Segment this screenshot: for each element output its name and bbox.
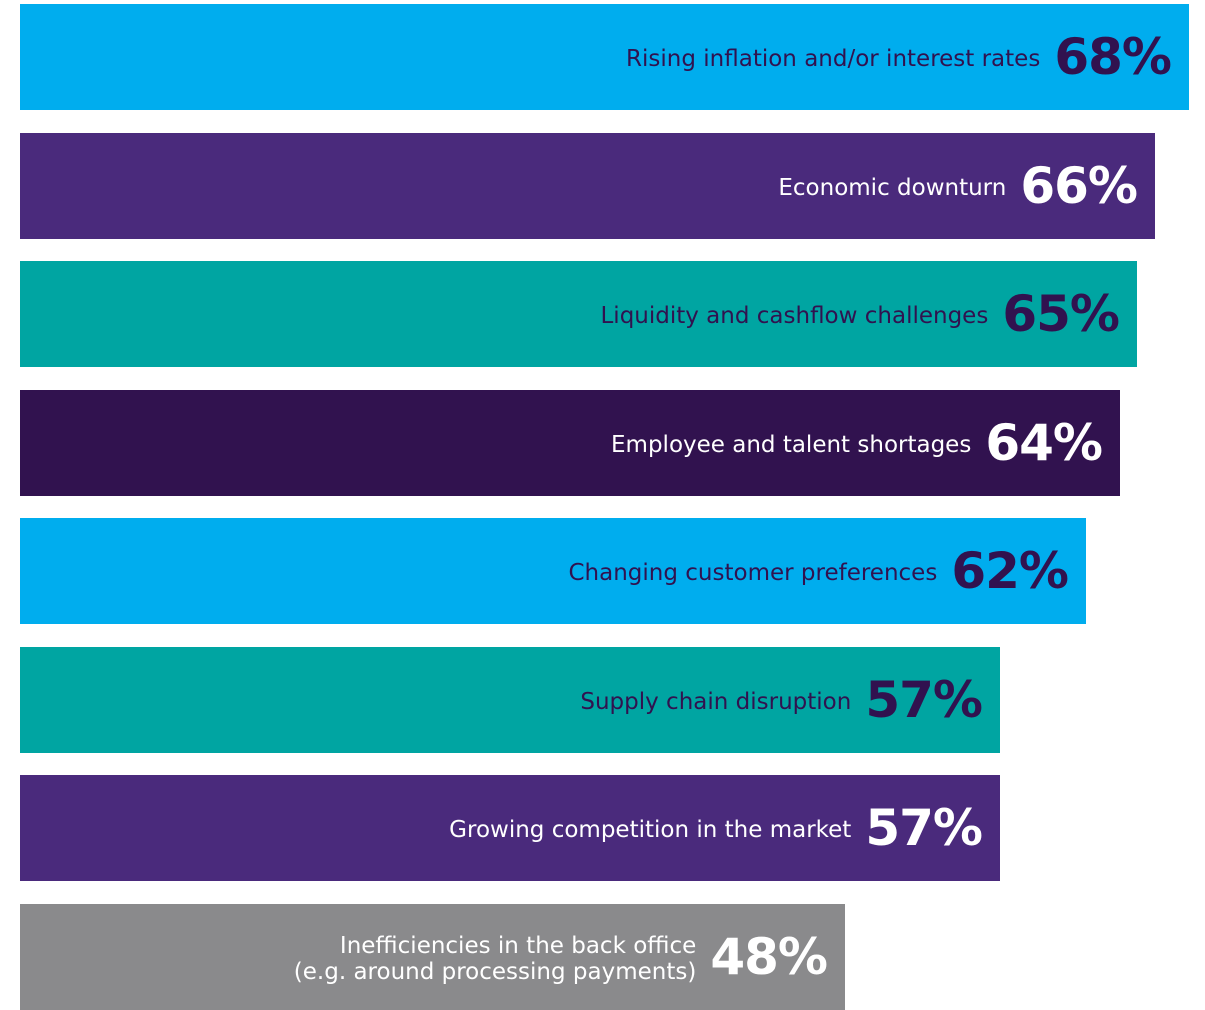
bar-category-label: Supply chain disruption [580,689,852,715]
bar: Liquidity and cashflow challenges 65% [20,261,1137,367]
bar-value-label: 57% [865,799,983,857]
bar-category-label: Rising inflation and/or interest rates [626,46,1041,72]
bar-value-label: 66% [1020,157,1138,215]
bar: Rising inflation and/or interest rates 68… [20,4,1189,110]
bar-value-label: 65% [1002,285,1120,343]
bar: Supply chain disruption 57% [20,647,1000,753]
bar: Inefficiencies in the back office (e.g. … [20,904,845,1010]
bar-category-label: Liquidity and cashflow challenges [600,303,989,329]
bar: Economic downturn 66% [20,133,1155,239]
bar-value-label: 68% [1054,28,1172,86]
bar-value-label: 57% [865,671,983,729]
bar-value-label: 64% [985,414,1103,472]
bar-category-label: Inefficiencies in the back office (e.g. … [293,933,697,985]
bar-category-label: Economic downturn [778,175,1007,201]
bar: Employee and talent shortages 64% [20,390,1120,496]
bar: Growing competition in the market 57% [20,775,1000,881]
bar: Changing customer preferences 62% [20,518,1086,624]
bar-value-label: 62% [951,542,1069,600]
bar-category-label: Growing competition in the market [449,817,852,843]
bar-value-label: 48% [710,928,828,986]
bar-category-label: Employee and talent shortages [611,432,972,458]
bar-category-label: Changing customer preferences [568,560,938,586]
